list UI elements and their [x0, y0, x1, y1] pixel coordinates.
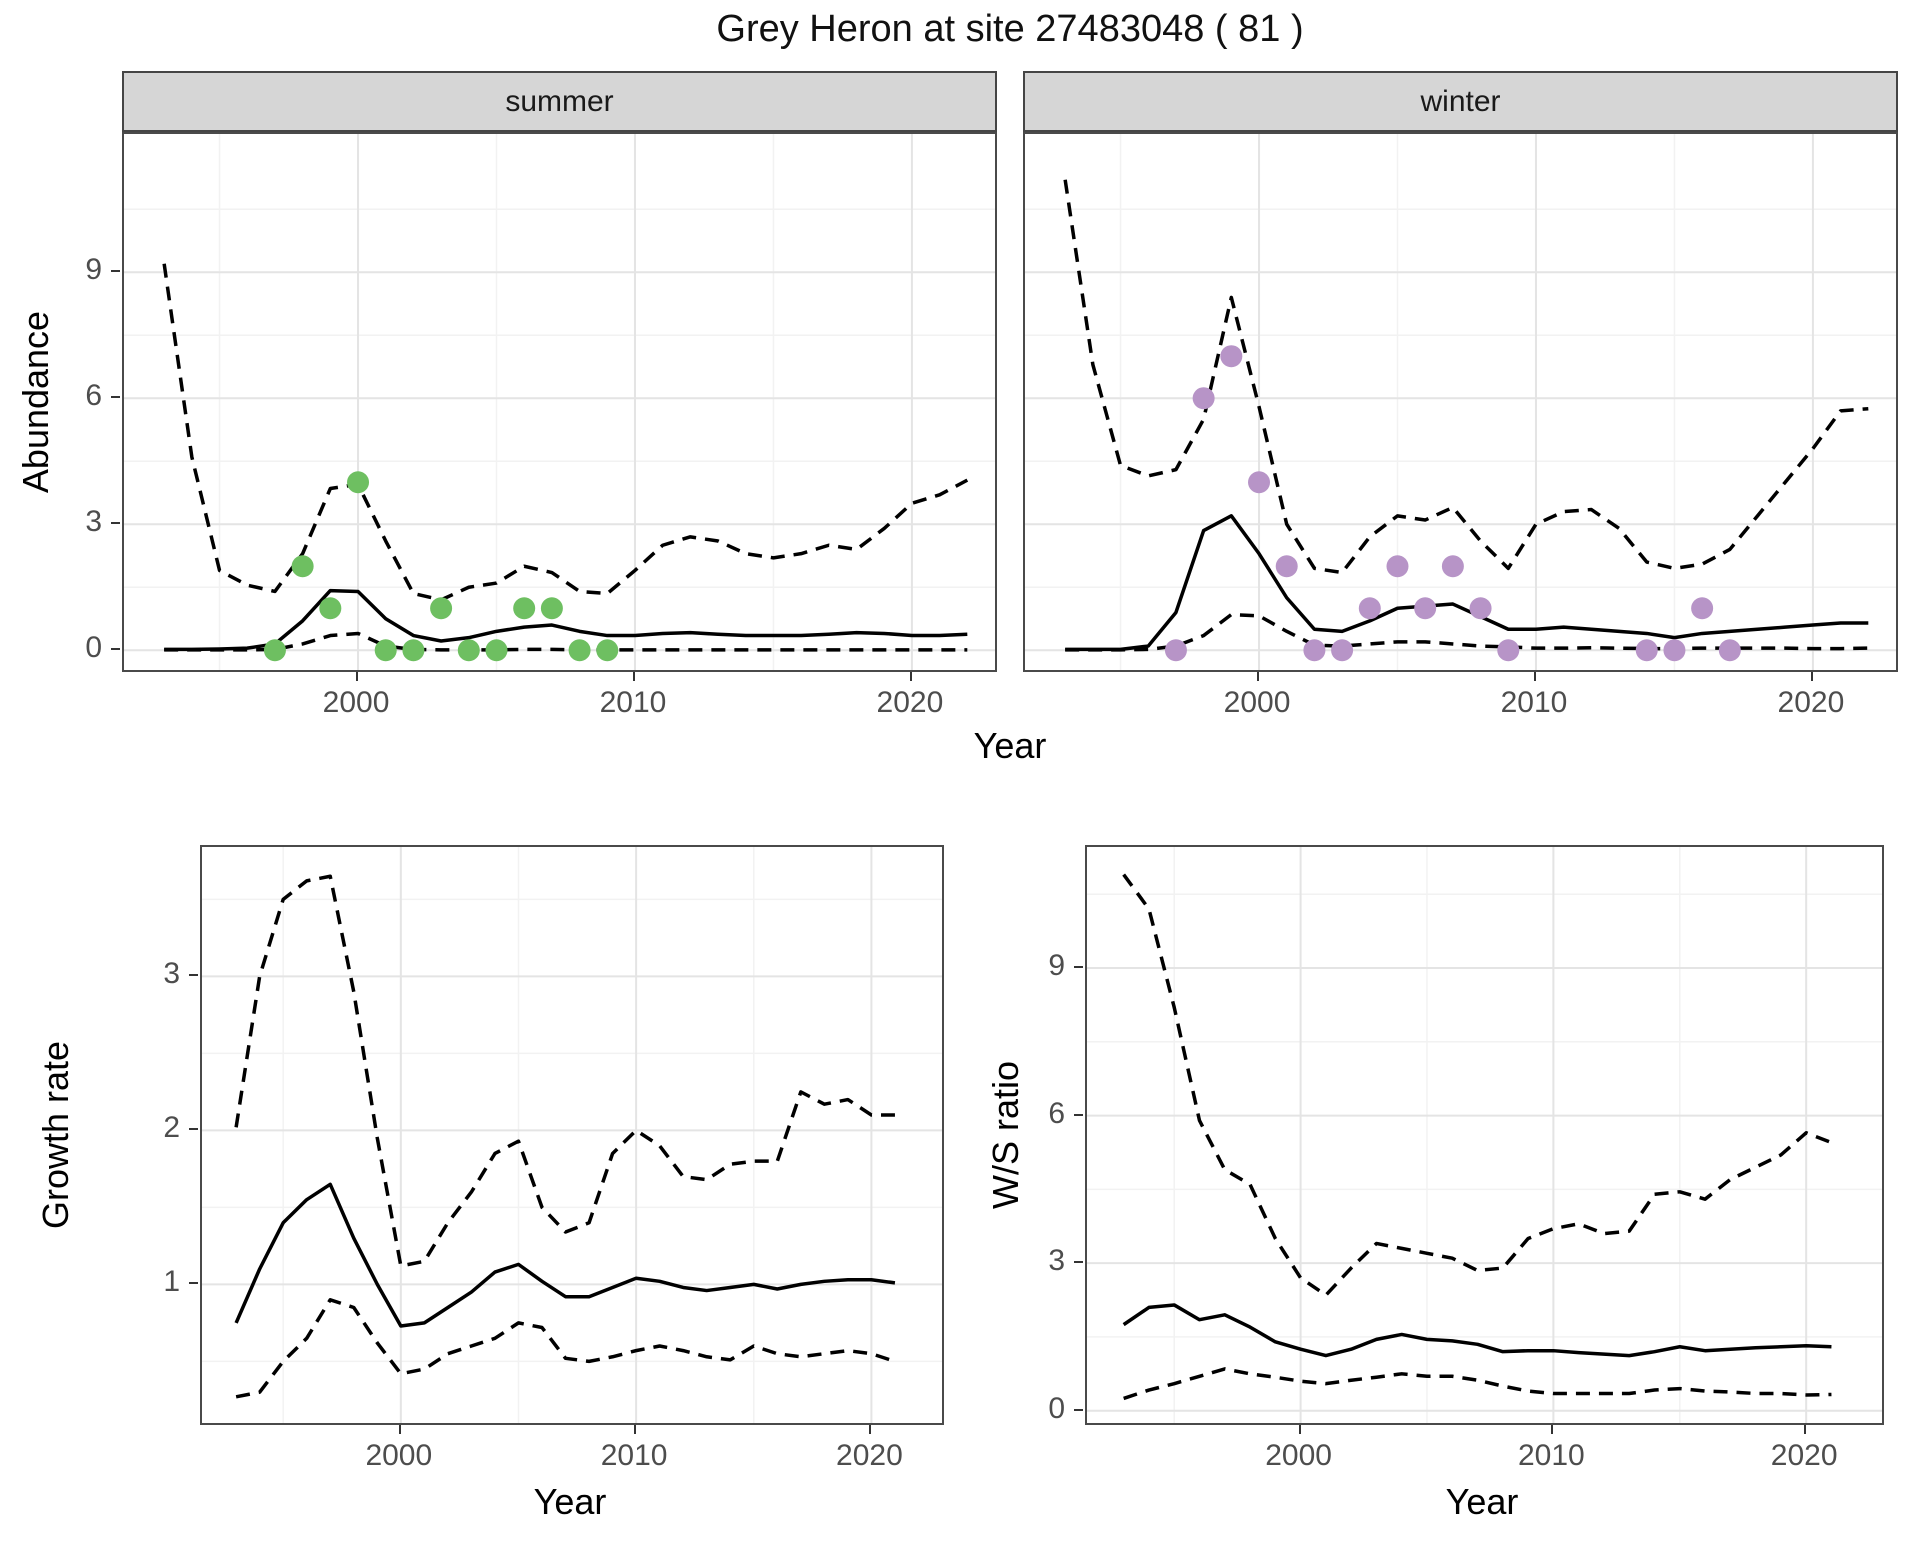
observed-summer-counts-point: [540, 597, 563, 620]
observed-winter-counts-point: [1691, 597, 1714, 620]
x-tick: [1298, 1425, 1301, 1434]
y-tick-label: 3: [163, 957, 180, 991]
x-tick: [1257, 672, 1260, 681]
y-tick-label: 0: [85, 631, 102, 665]
y-tick-label: 9: [85, 253, 102, 287]
observed-winter-counts-point: [1469, 597, 1492, 620]
facet-strip-label: winter: [1420, 84, 1501, 118]
observed-summer-counts-point: [319, 597, 342, 620]
y-tick-label: 2: [163, 1111, 180, 1145]
x-tick: [1533, 672, 1536, 681]
observed-winter-counts-point: [1718, 639, 1741, 662]
observed-summer-counts-point: [374, 639, 397, 662]
x-tick: [356, 672, 359, 681]
x-axis-title-top: Year: [973, 725, 1047, 766]
y-tick-label: 0: [1048, 1391, 1065, 1425]
facet-strip-label: summer: [505, 84, 614, 118]
chart-title: Grey Heron at site 27483048 ( 81 ): [716, 8, 1304, 50]
observed-winter-counts-point: [1303, 639, 1326, 662]
observed-winter-counts-point: [1220, 345, 1243, 368]
observed-winter-counts-point: [1164, 639, 1187, 662]
y-tick: [1074, 1408, 1083, 1411]
observed-winter-counts-point: [1275, 555, 1298, 578]
x-tick: [869, 1425, 872, 1434]
y-tick: [189, 1128, 198, 1131]
panel-abundance-summer: [122, 132, 997, 672]
y-tick-label: 1: [163, 1265, 180, 1299]
observed-winter-counts-point: [1441, 555, 1464, 578]
x-tick: [632, 672, 635, 681]
y-tick: [189, 1282, 198, 1285]
y-tick: [189, 974, 198, 977]
x-tick-label: 2010: [1500, 686, 1568, 719]
observed-summer-counts-point: [485, 639, 508, 662]
observed-summer-counts-point: [457, 639, 480, 662]
x-tick-label: 2000: [365, 1439, 433, 1472]
observed-winter-counts-point: [1331, 639, 1354, 662]
y-tick-label: 9: [1048, 949, 1065, 982]
y-tick: [111, 270, 120, 273]
panel-ws-ratio: [1085, 845, 1884, 1425]
x-axis-title-growth-rate: Year: [533, 1481, 607, 1522]
panel-growth-rate: [200, 845, 944, 1425]
y-tick: [1074, 1113, 1083, 1116]
observed-summer-counts-point: [402, 639, 425, 662]
y-tick: [111, 522, 120, 525]
x-tick-label: 2010: [1518, 1439, 1585, 1472]
observed-winter-counts-point: [1635, 639, 1658, 662]
x-tick-label: 2020: [1770, 1439, 1838, 1472]
x-tick: [909, 672, 912, 681]
observed-summer-counts-point: [513, 597, 536, 620]
x-tick-label: 2000: [322, 686, 390, 719]
x-axis-title-ws-ratio: Year: [1445, 1481, 1519, 1522]
y-tick-label: 6: [1048, 1096, 1065, 1130]
x-tick-label: 2020: [836, 1439, 903, 1472]
x-tick-label: 2010: [600, 1439, 668, 1472]
y-axis-title-growth-rate: Growth rate: [35, 1040, 76, 1230]
x-tick-label: 2000: [1265, 1439, 1332, 1472]
observed-winter-counts-point: [1386, 555, 1409, 578]
observed-summer-counts-point: [291, 555, 314, 578]
observed-summer-counts-point: [596, 639, 619, 662]
observed-summer-counts-point: [568, 639, 591, 662]
x-tick-label: 2010: [599, 686, 667, 719]
facet-strip-summer: summer: [122, 71, 997, 132]
x-tick-label: 2020: [876, 686, 944, 719]
x-tick-label: 2000: [1223, 686, 1291, 719]
observed-winter-counts-point: [1497, 639, 1520, 662]
observed-winter-counts-point: [1414, 597, 1437, 620]
observed-summer-counts-point: [263, 639, 286, 662]
x-tick: [634, 1425, 637, 1434]
y-axis-title-ws-ratio: W/S ratio: [985, 1060, 1026, 1210]
y-tick: [111, 648, 120, 651]
observed-winter-counts-point: [1192, 387, 1215, 410]
x-tick: [1810, 672, 1813, 681]
y-tick: [1074, 966, 1083, 968]
x-tick: [1551, 1425, 1554, 1434]
y-tick: [1074, 1261, 1083, 1264]
x-tick-label: 2020: [1777, 686, 1845, 719]
y-tick-label: 6: [85, 379, 102, 413]
y-tick: [111, 396, 120, 399]
observed-summer-counts-point: [347, 471, 370, 494]
y-tick-label: 3: [1048, 1244, 1065, 1278]
y-tick-label: 3: [85, 505, 102, 539]
panel-abundance-winter: [1023, 132, 1898, 672]
facet-strip-winter: winter: [1023, 71, 1898, 132]
observed-winter-counts-point: [1358, 597, 1381, 620]
x-tick: [1804, 1425, 1807, 1434]
observed-winter-counts-point: [1663, 639, 1686, 662]
observed-summer-counts-point: [430, 597, 453, 620]
observed-winter-counts-point: [1248, 471, 1271, 494]
x-tick: [398, 1425, 401, 1434]
